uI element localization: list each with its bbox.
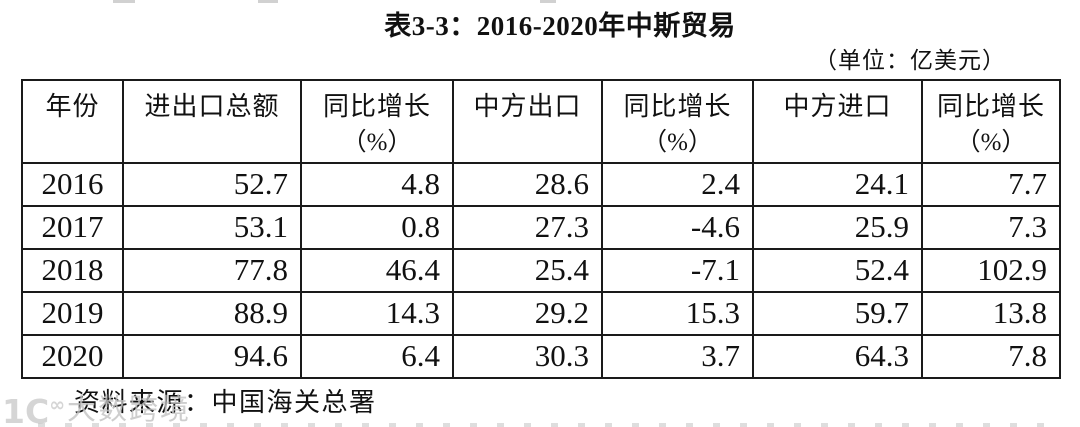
value-cell-import-yoy: 7.7 xyxy=(921,162,1061,207)
year-cell: 2017 xyxy=(21,205,124,250)
header-cell-total: 进出口总额 xyxy=(122,79,302,164)
header-label: 同比增长 xyxy=(623,92,732,121)
cropped-text-artifact xyxy=(258,0,278,3)
header-cell-export-yoy: 同比增长 （%） xyxy=(601,79,754,164)
value-cell-import-yoy: 102.9 xyxy=(921,248,1061,293)
table-row: 2019 88.9 14.3 29.2 15.3 59.7 13.8 xyxy=(21,291,1061,336)
header-sub: （%） xyxy=(642,129,713,156)
value-cell-total: 52.7 xyxy=(122,162,302,207)
value-cell-export-yoy: 15.3 xyxy=(601,291,754,336)
header-cell-import-yoy: 同比增长 （%） xyxy=(921,79,1061,164)
value-cell-import: 59.7 xyxy=(752,291,923,336)
header-cell-import: 中方进口 xyxy=(752,79,923,164)
table-row: 2020 94.6 6.4 30.3 3.7 64.3 7.8 xyxy=(21,334,1061,379)
table-title: 表3-3：2016-2020年中斯贸易 xyxy=(384,11,736,41)
value-cell-import-yoy: 7.3 xyxy=(921,205,1061,250)
header-label: 年份 xyxy=(45,92,100,121)
cropped-text-artifact xyxy=(540,0,556,3)
value-cell-export: 27.3 xyxy=(452,205,603,250)
table-row: 2017 53.1 0.8 27.3 -4.6 25.9 7.3 xyxy=(21,205,1061,250)
value-cell-import: 24.1 xyxy=(752,162,923,207)
value-cell-total-yoy: 46.4 xyxy=(300,248,454,293)
value-cell-total: 94.6 xyxy=(122,334,302,379)
value-cell-import-yoy: 7.8 xyxy=(921,334,1061,379)
header-label: 中方出口 xyxy=(473,92,582,121)
value-cell-export: 28.6 xyxy=(452,162,603,207)
unit-note: （单位：亿美元） xyxy=(814,48,1006,73)
header-sub: （%） xyxy=(341,129,413,156)
value-cell-export: 30.3 xyxy=(452,334,603,379)
value-cell-total: 53.1 xyxy=(122,205,302,250)
value-cell-import: 52.4 xyxy=(752,248,923,293)
header-label: 进出口总额 xyxy=(144,92,280,121)
value-cell-total-yoy: 6.4 xyxy=(300,334,454,379)
header-label: 中方进口 xyxy=(783,92,892,121)
value-cell-import: 64.3 xyxy=(752,334,923,379)
value-cell-export-yoy: -7.1 xyxy=(601,248,754,293)
year-cell: 2016 xyxy=(21,162,124,207)
header-cell-total-yoy: 同比增长 （%） xyxy=(300,79,454,164)
header-sub: （%） xyxy=(955,129,1027,156)
value-cell-total: 88.9 xyxy=(122,291,302,336)
cropped-text-artifact xyxy=(113,0,135,3)
value-cell-total-yoy: 14.3 xyxy=(300,291,454,336)
header-cell-export: 中方出口 xyxy=(452,79,603,164)
value-cell-import: 25.9 xyxy=(752,205,923,250)
value-cell-export: 29.2 xyxy=(452,291,603,336)
header-row: 年份 进出口总额 同比增长 （%） 中方出口 同比增长 （%） xyxy=(21,79,1061,164)
value-cell-export-yoy: 3.7 xyxy=(601,334,754,379)
table-row: 2018 77.8 46.4 25.4 -7.1 52.4 102.9 xyxy=(21,248,1061,293)
value-cell-total-yoy: 0.8 xyxy=(300,205,454,250)
value-cell-import-yoy: 13.8 xyxy=(921,291,1061,336)
trade-table: 年份 进出口总额 同比增长 （%） 中方出口 同比增长 （%） xyxy=(21,79,1061,379)
year-cell: 2018 xyxy=(21,248,124,293)
value-cell-total-yoy: 4.8 xyxy=(300,162,454,207)
year-cell: 2019 xyxy=(21,291,124,336)
value-cell-export-yoy: -4.6 xyxy=(601,205,754,250)
header-label: 同比增长 xyxy=(322,92,431,121)
value-cell-total: 77.8 xyxy=(122,248,302,293)
watermark-logo-icon: 1C∞ xyxy=(2,392,65,427)
cropped-text-artifact-bottom xyxy=(38,423,1046,427)
source-note: 资料来源：中国海关总署 xyxy=(74,388,377,417)
table-row: 2016 52.7 4.8 28.6 2.4 24.1 7.7 xyxy=(21,162,1061,207)
value-cell-export: 25.4 xyxy=(452,248,603,293)
header-label: 同比增长 xyxy=(936,92,1045,121)
value-cell-export-yoy: 2.4 xyxy=(601,162,754,207)
year-cell: 2020 xyxy=(21,334,124,379)
header-cell-year: 年份 xyxy=(21,79,124,164)
